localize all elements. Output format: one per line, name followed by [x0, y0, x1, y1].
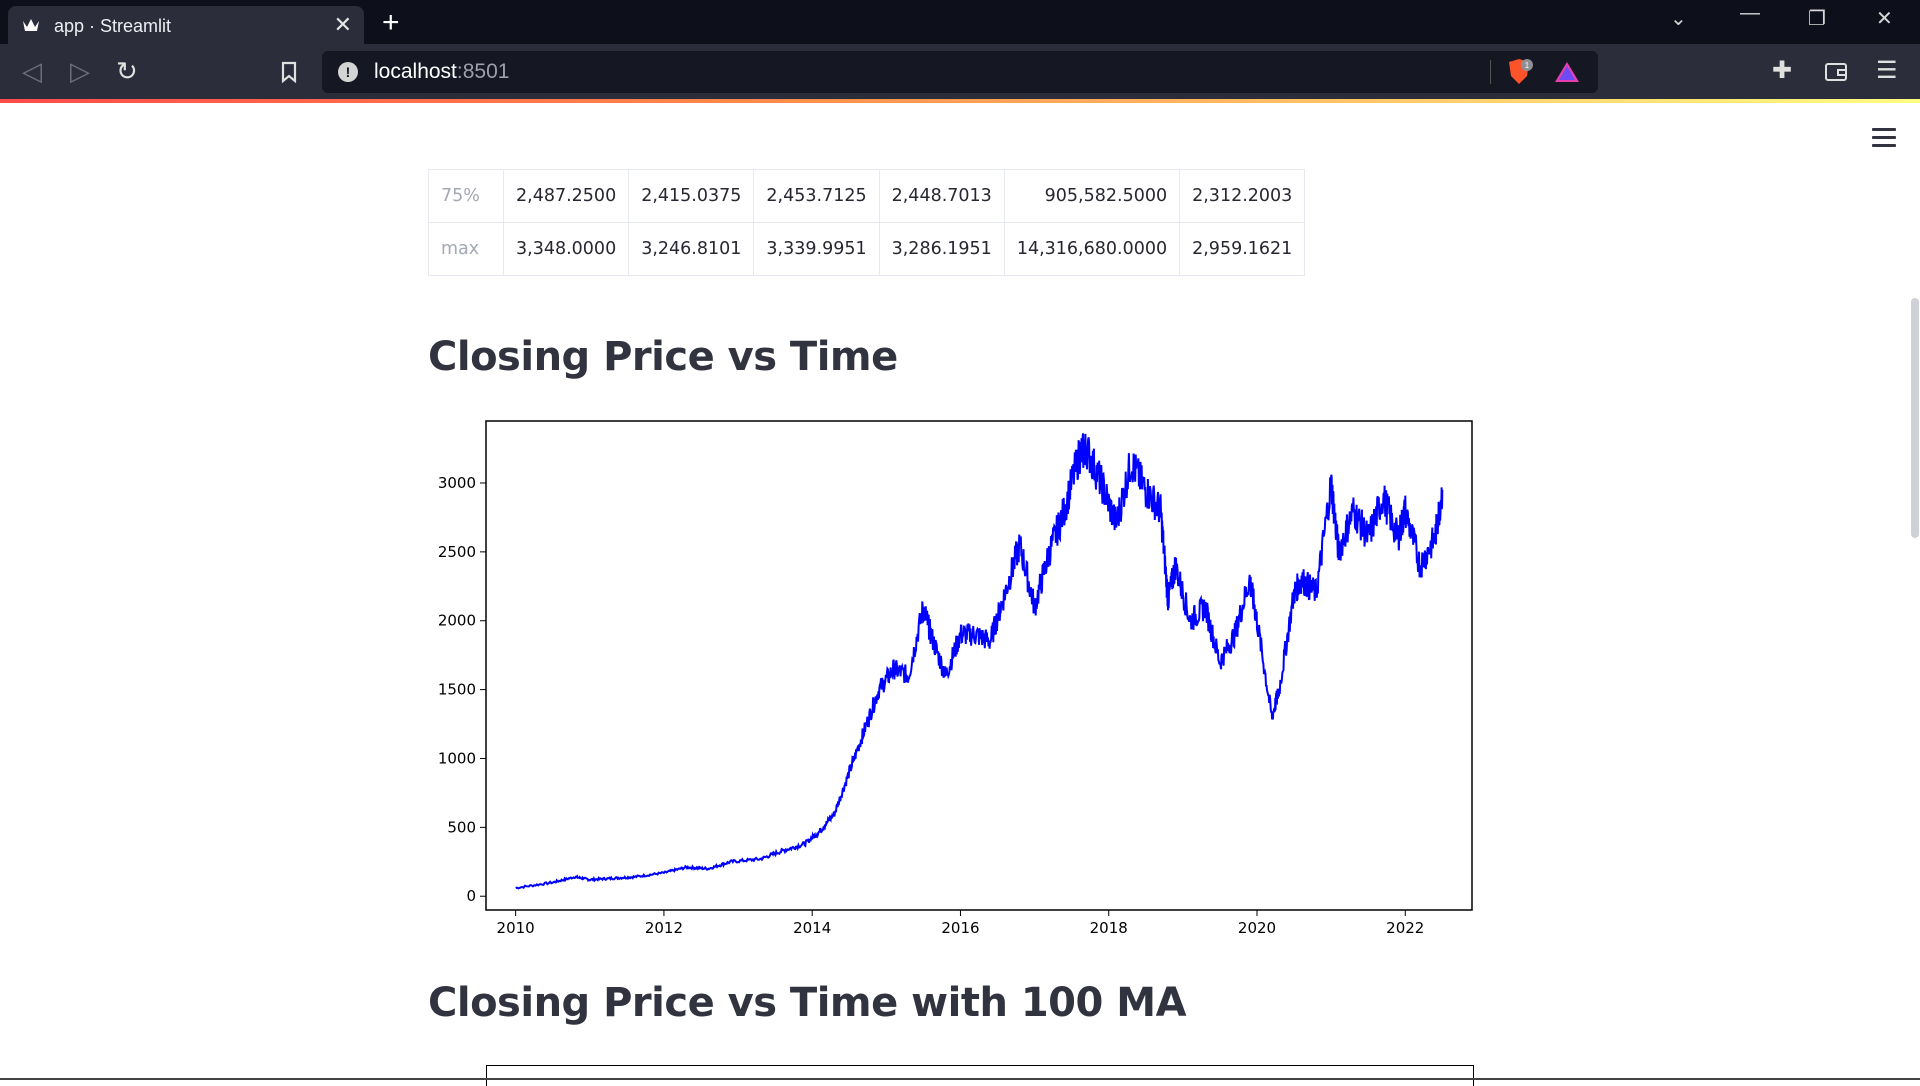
- x-tick-label: 2020: [1238, 919, 1276, 937]
- x-tick-label: 2012: [645, 919, 683, 937]
- y-tick-label: 0: [466, 887, 476, 905]
- x-tick-label: 2016: [941, 919, 979, 937]
- wallet-icon[interactable]: [1824, 61, 1848, 83]
- tab-list-chevron-icon[interactable]: ⌄: [1670, 8, 1687, 30]
- app-menu-icon[interactable]: [1872, 128, 1896, 152]
- table-cell: 905,582.5000: [1003, 169, 1181, 223]
- url-text: localhost:8501: [374, 60, 510, 83]
- brave-shields-icon[interactable]: 1: [1505, 58, 1533, 86]
- table-cell: 3,339.9951: [753, 222, 880, 276]
- x-tick-label: 2014: [793, 919, 831, 937]
- y-tick-label: 3000: [438, 474, 476, 492]
- back-icon[interactable]: ◁: [22, 56, 42, 86]
- table-cell: 14,316,680.0000: [1003, 222, 1181, 276]
- window-bottom-border: [0, 1078, 1920, 1080]
- new-tab-icon[interactable]: +: [382, 6, 400, 39]
- minimize-icon[interactable]: —: [1740, 2, 1760, 24]
- x-tick-label: 2010: [497, 919, 535, 937]
- browser-menu-icon[interactable]: ☰: [1876, 57, 1898, 84]
- y-tick-label: 2000: [438, 612, 476, 630]
- x-tick-label: 2022: [1386, 919, 1424, 937]
- close-price-line: [515, 433, 1444, 890]
- site-info-icon[interactable]: !: [338, 62, 358, 82]
- table-cell: 2,453.7125: [753, 169, 880, 223]
- y-tick-label: 1000: [438, 749, 476, 767]
- bookmark-icon[interactable]: [281, 61, 297, 83]
- forward-icon[interactable]: ▷: [70, 56, 90, 86]
- url-divider: [1490, 60, 1491, 84]
- table-cell: 3,286.1951: [878, 222, 1005, 276]
- reload-icon[interactable]: ↻: [116, 56, 138, 86]
- row-index: 75%: [428, 169, 504, 223]
- main-content: 75% 2,487.2500 2,415.0375 2,453.7125 2,448.7…: [428, 103, 1478, 1086]
- svg-text:1: 1: [1525, 61, 1530, 70]
- table-cell: 2,448.7013: [878, 169, 1005, 223]
- restore-icon[interactable]: ❐: [1808, 8, 1826, 30]
- brave-rewards-icon[interactable]: [1554, 60, 1580, 84]
- row-index: max: [428, 222, 504, 276]
- closing-price-chart: 2010 2012 2014 2016 2018 2020 2022 0 500 1000 1500…: [428, 403, 1478, 1043]
- streamlit-header-decoration: [0, 99, 1920, 103]
- closing-price-chart-svg: 2010 2012 2014 2016 2018 2020 2022 0 500 1000 1500…: [438, 420, 1473, 937]
- table-cell: 3,348.0000: [502, 222, 630, 276]
- window-close-icon[interactable]: ✕: [1876, 8, 1893, 30]
- browser-tab[interactable]: app · Streamlit ✕: [8, 6, 364, 44]
- y-tick-label: 1500: [438, 681, 476, 699]
- table-cell: 2,415.0375: [628, 169, 755, 223]
- table-row: 75% 2,487.2500 2,415.0375 2,453.7125 2,448.7…: [428, 169, 1306, 223]
- table-cell: 2,312.2003: [1179, 169, 1306, 223]
- streamlit-crown-icon: [23, 19, 39, 31]
- chart1-heading: Closing Price vs Time: [428, 334, 898, 380]
- chart2-heading: Closing Price vs Time with 100 MA: [428, 980, 1187, 1026]
- tab-title: app · Streamlit: [54, 16, 172, 36]
- table-cell: 3,246.8101: [628, 222, 755, 276]
- describe-table: 75% 2,487.2500 2,415.0375 2,453.7125 2,448.7…: [428, 169, 1306, 276]
- table-cell: 2,487.2500: [502, 169, 630, 223]
- table-row: max 3,348.0000 3,246.8101 3,339.9951 3,286.1…: [428, 222, 1306, 276]
- table-cell: 2,959.1621: [1179, 222, 1306, 276]
- scrollbar-thumb[interactable]: [1911, 298, 1919, 538]
- address-bar[interactable]: ! localhost:8501 1: [322, 51, 1598, 93]
- browser-toolbar: ◁ ▷ ↻ ! localhost:8501 1 ✚ ☰: [0, 44, 1920, 99]
- browser-tab-strip: app · Streamlit ✕ + ⌄ — ❐ ✕: [0, 0, 1920, 44]
- extensions-icon[interactable]: ✚: [1772, 57, 1793, 84]
- y-tick-label: 2500: [438, 543, 476, 561]
- x-tick-label: 2018: [1090, 919, 1128, 937]
- ma100-chart-frame: [486, 1065, 1474, 1086]
- tab-close-icon[interactable]: ✕: [333, 12, 352, 37]
- plot-frame: [485, 420, 1473, 911]
- y-tick-label: 500: [447, 818, 476, 836]
